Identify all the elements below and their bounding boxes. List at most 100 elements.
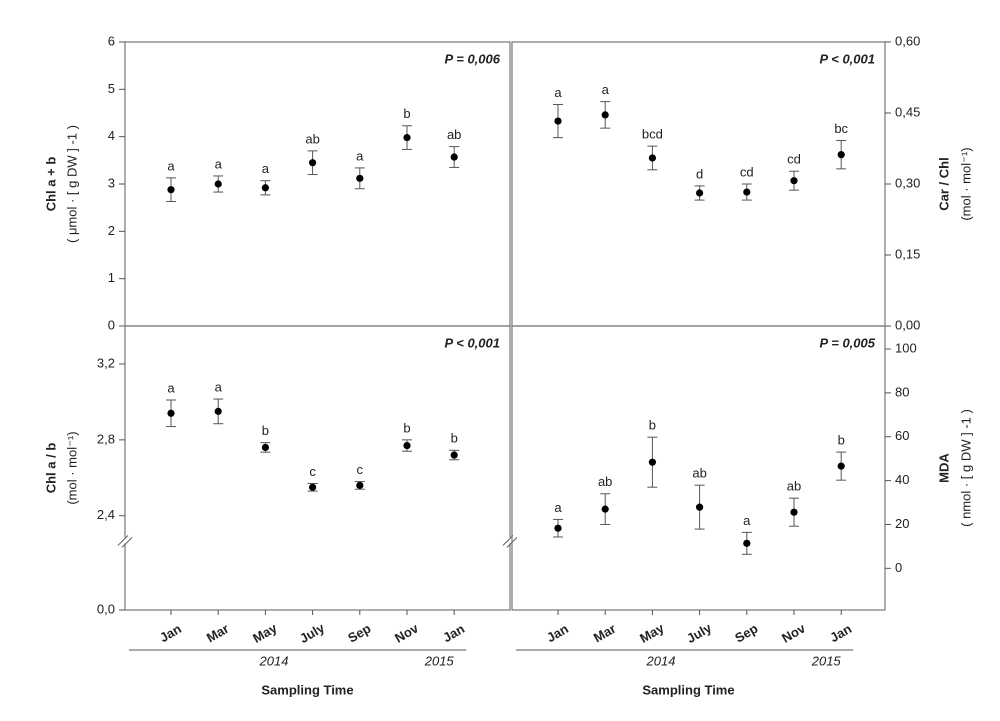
y-axis-unit: ( μmol · [ g DW ] -1 ) [64,125,79,243]
y-tick-label: 0,60 [895,33,920,48]
significance-letter: b [403,420,410,435]
y-axis-label: Chl a / b [43,443,58,494]
point [403,134,411,142]
point [648,154,657,162]
point [309,483,317,491]
y-axis-unit: (mol · mol⁻¹) [64,431,79,504]
year-label: 2015 [424,653,455,668]
y-axis-label: MDA [936,453,951,483]
y-tick-label: 3 [108,175,115,190]
point [403,441,411,450]
x-tick-label: Nov [779,620,808,646]
y-tick-label: 0 [895,560,902,575]
point [309,159,317,167]
point [450,153,458,161]
significance-letter: c [357,462,364,477]
y-tick-label: 6 [108,33,115,48]
year-label: 2014 [259,653,289,668]
point [261,443,269,452]
point [790,177,798,185]
axis-break [121,537,133,548]
significance-letter: a [602,82,610,97]
y-tick-label: 2 [108,223,115,238]
significance-letter: a [554,500,562,515]
significance-letter: a [262,161,270,176]
point [356,481,364,489]
y-axis-unit: (mol · mol⁻¹) [958,147,973,220]
point [601,505,609,513]
point [356,174,364,182]
y-axis-label: Chl a + b [43,157,58,212]
point [743,539,751,547]
significance-letter: b [649,418,656,433]
point [696,503,704,511]
x-tick-label: Nov [392,620,421,646]
significance-letter: ab [305,131,319,146]
axis-break-gap [119,537,131,544]
y-tick-label: 0,45 [895,104,920,119]
y-tick-label: 0,0 [97,601,115,616]
axis-break-gap [504,537,516,544]
y-tick-label: 0 [108,317,115,332]
y-tick-label: 2,8 [97,431,115,446]
point [450,451,458,459]
point [837,462,845,470]
significance-letter: a [356,148,364,163]
point [648,458,657,466]
point [696,189,704,197]
point [167,186,175,194]
significance-letter: bc [834,121,848,136]
y-tick-label: 20 [895,516,909,531]
significance-letter: a [167,380,175,395]
y-tick-label: 40 [895,472,909,487]
x-tick-label: Mar [591,621,619,646]
significance-letter: cd [787,152,801,167]
significance-letter: ab [692,466,706,481]
point [601,111,609,119]
point [214,180,222,188]
p-value: P = 0,006 [444,51,500,66]
axis-break [502,535,514,546]
significance-letter: a [215,156,223,171]
significance-letter: b [403,106,410,121]
significance-letter: cd [740,164,754,179]
significance-letter: ab [787,479,801,494]
y-tick-label: 100 [895,340,917,355]
significance-letter: b [451,431,458,446]
year-label: 2015 [811,653,842,668]
panel-frame [511,325,886,611]
year-label: 2014 [646,653,676,668]
x-tick-label: July [297,620,328,646]
point [790,508,798,516]
panel-frame [124,41,511,327]
point [167,409,175,417]
significance-letter: d [696,166,703,181]
x-tick-label: Jan [544,621,571,645]
point [261,184,269,192]
significance-letter: a [167,158,175,173]
significance-letter: a [743,513,751,528]
point [214,407,222,415]
y-tick-label: 1 [108,270,115,285]
point [554,524,562,532]
significance-letter: b [838,433,845,448]
y-axis-label: Car / Chl [936,157,951,210]
x-tick-label: Jan [827,621,854,645]
y-tick-label: 4 [108,128,115,143]
panel-frame [511,41,886,327]
axis-break [117,535,129,546]
x-tick-label: Sep [345,621,373,646]
y-tick-label: 80 [895,384,909,399]
point [554,117,562,125]
y-axis-unit: ( nmol · [ g DW ] -1 ) [958,409,973,527]
significance-letter: ab [447,127,461,142]
significance-letter: c [309,464,316,479]
significance-letter: bcd [642,127,663,142]
y-tick-label: 3,2 [97,355,115,370]
panel-frame [124,325,511,611]
y-tick-label: 5 [108,81,115,96]
x-tick-label: July [684,620,715,646]
x-tick-label: Jan [440,621,467,645]
p-value: P < 0,001 [819,51,875,66]
